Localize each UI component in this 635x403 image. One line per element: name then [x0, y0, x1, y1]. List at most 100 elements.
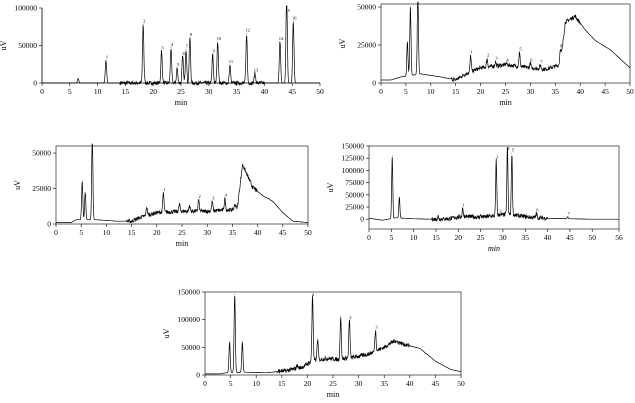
- peak-point: [559, 49, 561, 50]
- x-tick-label: 45: [279, 228, 287, 237]
- x-tick-label: 15: [452, 87, 460, 96]
- x-tick-label: 15: [122, 87, 130, 96]
- x-tick-label: 25: [177, 87, 185, 96]
- y-tick-label: 125000: [342, 154, 365, 163]
- x-tick-label: 30: [205, 87, 213, 96]
- x-axis-label: min: [176, 239, 188, 248]
- peak-point: [567, 216, 569, 218]
- peak-point: [234, 203, 236, 205]
- x-tick-label: 25: [178, 228, 186, 237]
- peak-label: 14: [279, 36, 284, 41]
- x-tick-label: 45: [288, 87, 296, 96]
- x-tick-label: 30: [499, 233, 507, 242]
- y-tick-label: 0: [372, 79, 376, 88]
- peak-point: [539, 64, 541, 66]
- peak-label: 3: [212, 195, 215, 200]
- peak-point: [182, 56, 184, 58]
- peak-point: [161, 50, 162, 52]
- peak-point: [530, 62, 531, 64]
- x-tick-label: 5: [79, 228, 83, 237]
- y-axis-label: uV: [338, 38, 347, 48]
- x-tick-label: 10: [103, 228, 111, 237]
- peak-label: 2: [349, 315, 351, 320]
- peak-label: 4: [171, 42, 174, 47]
- x-tick-label: 35: [229, 228, 237, 237]
- peak-point: [417, 3, 419, 5]
- y-tick-label: 50000: [32, 149, 51, 158]
- peak-point: [91, 145, 93, 147]
- x-tick-label: 30: [203, 228, 211, 237]
- peak-point: [176, 67, 178, 69]
- peak-point: [81, 181, 83, 182]
- peak-point: [536, 212, 537, 214]
- x-tick-label: 15: [432, 233, 440, 242]
- peak-point: [142, 24, 144, 25]
- x-tick-label: 15: [128, 228, 136, 237]
- peak-point: [495, 160, 497, 162]
- x-tick-label: 20: [153, 228, 161, 237]
- chromatogram-trace: [369, 147, 619, 222]
- x-tick-label: 0: [379, 87, 383, 96]
- peak-label: 4: [225, 192, 228, 197]
- peak-point: [317, 338, 319, 340]
- peak-label: 1: [463, 202, 465, 207]
- peak-point: [519, 52, 520, 54]
- chromatogram-trace: [56, 143, 308, 224]
- x-tick-label: 40: [261, 87, 269, 96]
- peak-point: [189, 37, 191, 39]
- x-tick-label: 25: [477, 233, 485, 242]
- x-tick-label: 20: [149, 87, 157, 96]
- chromatogram-panel-4: 0 5 10 15 20 25 30 35 40 45 50 56025000500007500010…: [326, 142, 623, 254]
- peak-point: [462, 208, 464, 209]
- peak-point: [212, 54, 214, 55]
- peak-point: [224, 198, 226, 199]
- peak-point: [170, 47, 172, 49]
- peak-point: [268, 198, 270, 199]
- peak-point: [506, 145, 508, 147]
- x-tick-label: 20: [304, 379, 312, 388]
- x-tick-label: 0: [203, 379, 207, 388]
- x-tick-label: 45: [566, 233, 574, 242]
- peak-point: [286, 7, 288, 9]
- x-axis-label: min: [327, 390, 339, 399]
- peak-label: 1: [163, 187, 165, 192]
- peak-label: 1: [106, 55, 108, 60]
- y-tick-label: 25000: [357, 41, 376, 50]
- x-tick-label: 25: [502, 87, 510, 96]
- x-tick-label: 5: [68, 87, 72, 96]
- x-tick-label: 10: [410, 233, 418, 242]
- x-tick-label: 10: [94, 87, 102, 96]
- x-tick-label: 56: [615, 233, 623, 242]
- x-tick-label: 30: [527, 87, 535, 96]
- peak-point: [198, 199, 200, 201]
- x-tick-label: 5: [389, 233, 393, 242]
- peak-point: [470, 55, 472, 57]
- x-tick-label: 10: [252, 379, 260, 388]
- peak-label: 12: [245, 28, 250, 33]
- peak-label: 6: [183, 51, 186, 56]
- peak-point: [348, 320, 350, 322]
- peak-point: [296, 364, 298, 366]
- peak-label: 15: [285, 8, 290, 13]
- x-tick-label: 25: [329, 379, 337, 388]
- peak-point: [234, 294, 236, 296]
- y-tick-label: 50000: [181, 343, 200, 352]
- peak-point: [217, 41, 219, 43]
- plot-frame: [368, 145, 620, 230]
- peak-point: [340, 316, 342, 318]
- peak-point: [254, 72, 256, 74]
- y-tick-label: 0: [196, 371, 200, 380]
- peak-label: 2: [496, 155, 498, 160]
- peak-point: [146, 206, 148, 208]
- y-tick-label: 150000: [178, 288, 201, 297]
- x-tick-label: 0: [40, 87, 44, 96]
- x-tick-label: 35: [552, 87, 560, 96]
- chromatogram-panel-1: 0 5 10 15 20 25 30 35 40 45 50050000100000minuV123…: [0, 4, 324, 108]
- peak-point: [162, 192, 164, 194]
- x-tick-label: 40: [544, 233, 552, 242]
- peak-point: [292, 21, 294, 22]
- y-tick-label: 25000: [345, 203, 364, 212]
- x-tick-label: 35: [380, 379, 388, 388]
